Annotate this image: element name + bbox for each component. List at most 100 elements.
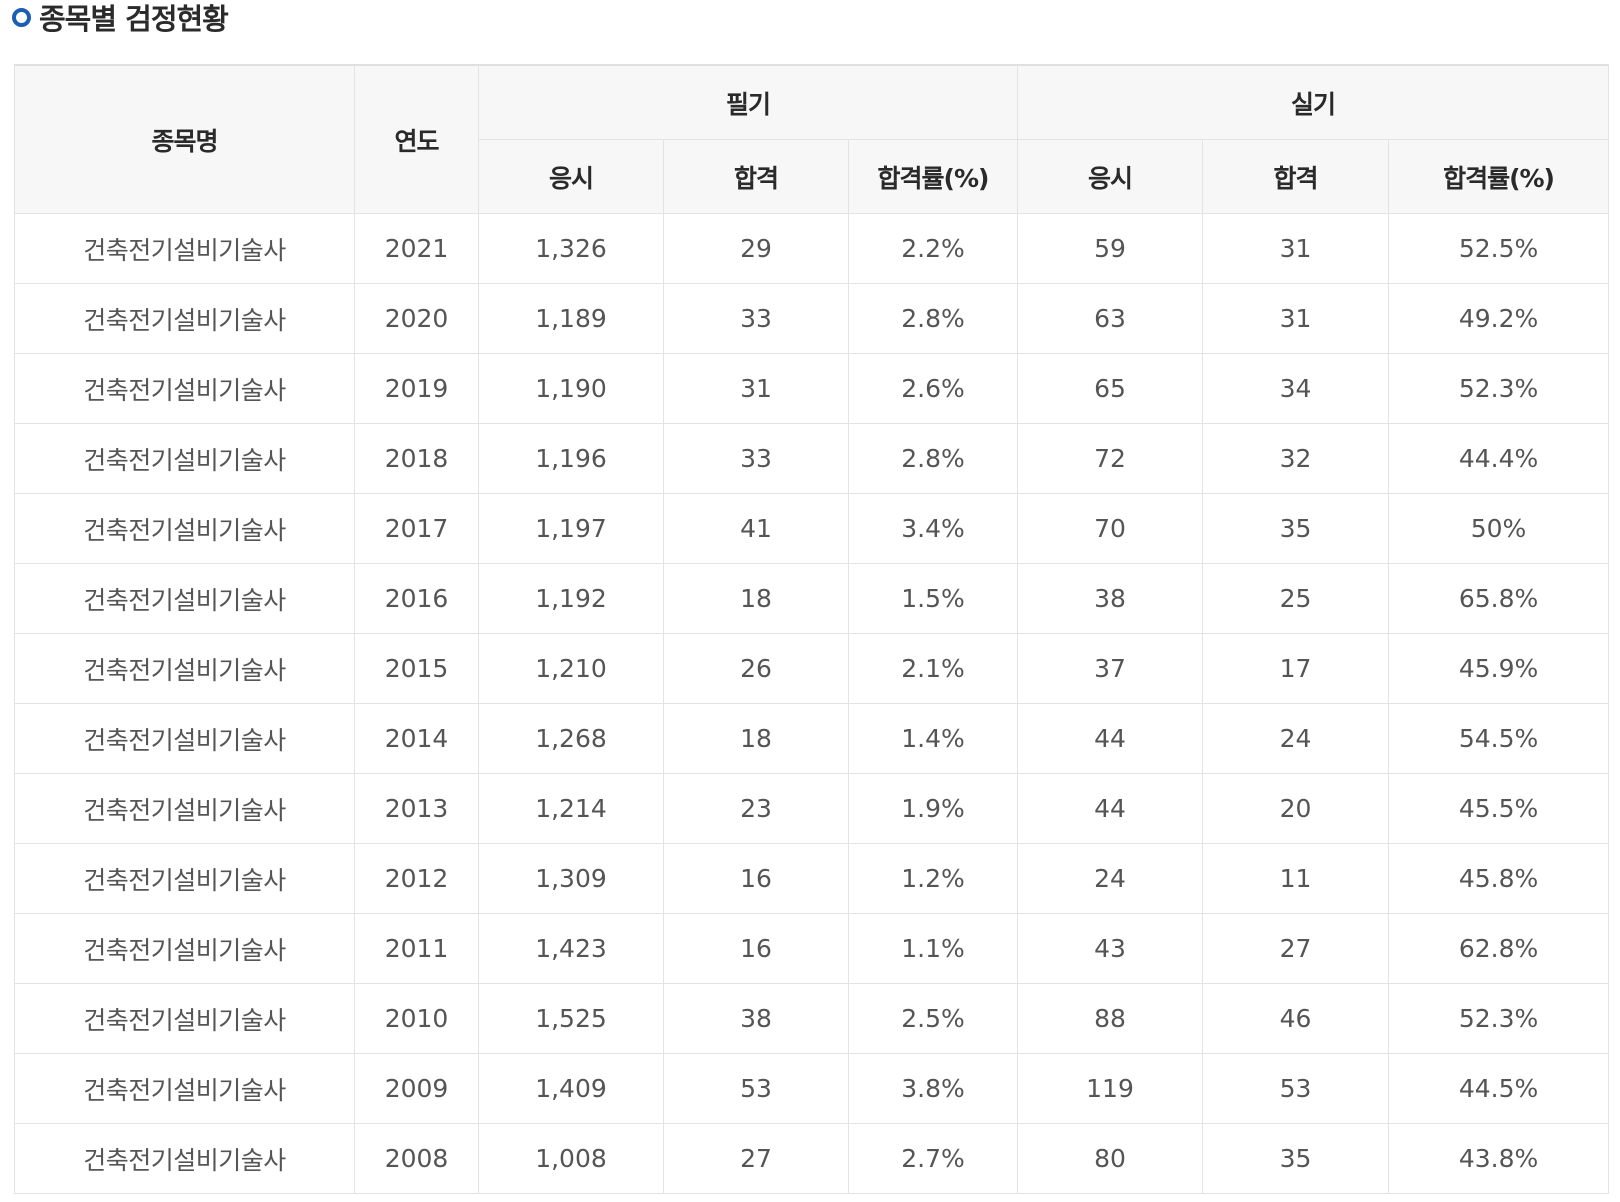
header-written-pass: 합격 <box>663 139 849 214</box>
cell-practical-apply: 59 <box>1017 213 1204 284</box>
cell-practical-apply: 63 <box>1017 283 1204 354</box>
cell-practical-rate: 49.2% <box>1388 283 1610 354</box>
cell-practical-rate: 50% <box>1388 493 1610 564</box>
cell-name: 건축전기설비기술사 <box>14 1123 355 1194</box>
header-name: 종목명 <box>14 64 355 214</box>
table-row: 건축전기설비기술사 2012 1,309 16 1.2% 24 11 45.8% <box>14 843 1610 914</box>
cell-practical-pass: 31 <box>1202 283 1390 354</box>
cell-written-pass: 27 <box>663 1123 849 1194</box>
cell-written-apply: 1,210 <box>478 633 664 704</box>
cell-year: 2015 <box>354 633 479 704</box>
cell-practical-rate: 43.8% <box>1388 1123 1610 1194</box>
cell-practical-pass: 34 <box>1202 353 1390 424</box>
cell-practical-rate: 54.5% <box>1388 703 1610 774</box>
cell-written-pass: 53 <box>663 1053 849 1124</box>
cell-year: 2010 <box>354 983 479 1054</box>
cell-practical-apply: 43 <box>1017 913 1204 984</box>
cell-practical-rate: 45.5% <box>1388 773 1610 844</box>
table-row: 건축전기설비기술사 2013 1,214 23 1.9% 44 20 45.5% <box>14 773 1610 844</box>
cell-written-rate: 1.9% <box>847 773 1019 844</box>
cell-practical-apply: 88 <box>1017 983 1204 1054</box>
table-body: 건축전기설비기술사 2021 1,326 29 2.2% 59 31 52.5% 건축전기설비기… <box>14 213 1610 1194</box>
cell-practical-pass: 53 <box>1202 1053 1390 1124</box>
cell-written-apply: 1,409 <box>478 1053 664 1124</box>
table-row: 건축전기설비기술사 2018 1,196 33 2.8% 72 32 44.4% <box>14 423 1610 494</box>
cell-year: 2016 <box>354 563 479 634</box>
cell-written-pass: 41 <box>663 493 849 564</box>
cell-written-apply: 1,309 <box>478 843 664 914</box>
cell-practical-rate: 44.5% <box>1388 1053 1610 1124</box>
cell-name: 건축전기설비기술사 <box>14 563 355 634</box>
cell-practical-apply: 70 <box>1017 493 1204 564</box>
table-row: 건축전기설비기술사 2008 1,008 27 2.7% 80 35 43.8% <box>14 1123 1610 1194</box>
cell-year: 2008 <box>354 1123 479 1194</box>
cell-written-pass: 38 <box>663 983 849 1054</box>
cell-year: 2017 <box>354 493 479 564</box>
table-row: 건축전기설비기술사 2011 1,423 16 1.1% 43 27 62.8% <box>14 913 1610 984</box>
cell-practical-apply: 44 <box>1017 773 1204 844</box>
header-written: 필기 <box>477 64 1019 140</box>
cell-practical-pass: 24 <box>1202 703 1390 774</box>
cell-practical-rate: 65.8% <box>1388 563 1610 634</box>
cell-year: 2012 <box>354 843 479 914</box>
cell-written-apply: 1,423 <box>478 913 664 984</box>
cell-practical-pass: 27 <box>1202 913 1390 984</box>
cell-written-rate: 2.8% <box>847 423 1019 494</box>
cell-practical-apply: 38 <box>1017 563 1204 634</box>
cell-practical-rate: 44.4% <box>1388 423 1610 494</box>
cell-year: 2019 <box>354 353 479 424</box>
cell-practical-pass: 35 <box>1202 493 1390 564</box>
header-practical-pass: 합격 <box>1202 139 1390 214</box>
cell-written-pass: 23 <box>663 773 849 844</box>
page-title: 종목별 검정현황 <box>39 2 229 36</box>
cell-name: 건축전기설비기술사 <box>14 983 355 1054</box>
cell-written-rate: 3.8% <box>847 1053 1019 1124</box>
cell-practical-rate: 62.8% <box>1388 913 1610 984</box>
cell-written-pass: 18 <box>663 703 849 774</box>
cell-written-rate: 1.1% <box>847 913 1019 984</box>
cell-practical-pass: 20 <box>1202 773 1390 844</box>
cell-written-apply: 1,326 <box>478 213 664 284</box>
exam-stats-table: 종목명 연도 필기 실기 응시 합격 합격률(%) 응시 합격 합격률(%) 건… <box>14 64 1610 1194</box>
table-row: 건축전기설비기술사 2021 1,326 29 2.2% 59 31 52.5% <box>14 213 1610 284</box>
cell-practical-rate: 45.9% <box>1388 633 1610 704</box>
table-row: 건축전기설비기술사 2014 1,268 18 1.4% 44 24 54.5% <box>14 703 1610 774</box>
cell-practical-rate: 45.8% <box>1388 843 1610 914</box>
cell-practical-apply: 65 <box>1017 353 1204 424</box>
cell-written-apply: 1,192 <box>478 563 664 634</box>
cell-practical-apply: 72 <box>1017 423 1204 494</box>
header-written-rate: 합격률(%) <box>847 139 1019 214</box>
table-row: 건축전기설비기술사 2009 1,409 53 3.8% 119 53 44.5% <box>14 1053 1610 1124</box>
cell-written-apply: 1,196 <box>478 423 664 494</box>
cell-practical-pass: 17 <box>1202 633 1390 704</box>
cell-practical-apply: 80 <box>1017 1123 1204 1194</box>
cell-written-apply: 1,525 <box>478 983 664 1054</box>
cell-written-apply: 1,008 <box>478 1123 664 1194</box>
header-practical-rate: 합격률(%) <box>1388 139 1610 214</box>
header-practical: 실기 <box>1017 64 1610 140</box>
cell-year: 2009 <box>354 1053 479 1124</box>
cell-practical-apply: 24 <box>1017 843 1204 914</box>
cell-written-rate: 2.7% <box>847 1123 1019 1194</box>
cell-written-apply: 1,189 <box>478 283 664 354</box>
circle-bullet-icon <box>12 7 31 27</box>
cell-year: 2014 <box>354 703 479 774</box>
cell-name: 건축전기설비기술사 <box>14 703 355 774</box>
cell-practical-apply: 119 <box>1017 1053 1204 1124</box>
cell-name: 건축전기설비기술사 <box>14 773 355 844</box>
cell-name: 건축전기설비기술사 <box>14 493 355 564</box>
cell-written-rate: 2.8% <box>847 283 1019 354</box>
cell-written-rate: 2.1% <box>847 633 1019 704</box>
cell-name: 건축전기설비기술사 <box>14 423 355 494</box>
cell-written-rate: 1.2% <box>847 843 1019 914</box>
cell-practical-pass: 25 <box>1202 563 1390 634</box>
table-row: 건축전기설비기술사 2019 1,190 31 2.6% 65 34 52.3% <box>14 353 1610 424</box>
cell-written-pass: 16 <box>663 843 849 914</box>
cell-year: 2021 <box>354 213 479 284</box>
table-row: 건축전기설비기술사 2017 1,197 41 3.4% 70 35 50% <box>14 493 1610 564</box>
cell-written-apply: 1,197 <box>478 493 664 564</box>
cell-practical-pass: 31 <box>1202 213 1390 284</box>
cell-practical-rate: 52.3% <box>1388 983 1610 1054</box>
cell-name: 건축전기설비기술사 <box>14 353 355 424</box>
cell-written-pass: 18 <box>663 563 849 634</box>
